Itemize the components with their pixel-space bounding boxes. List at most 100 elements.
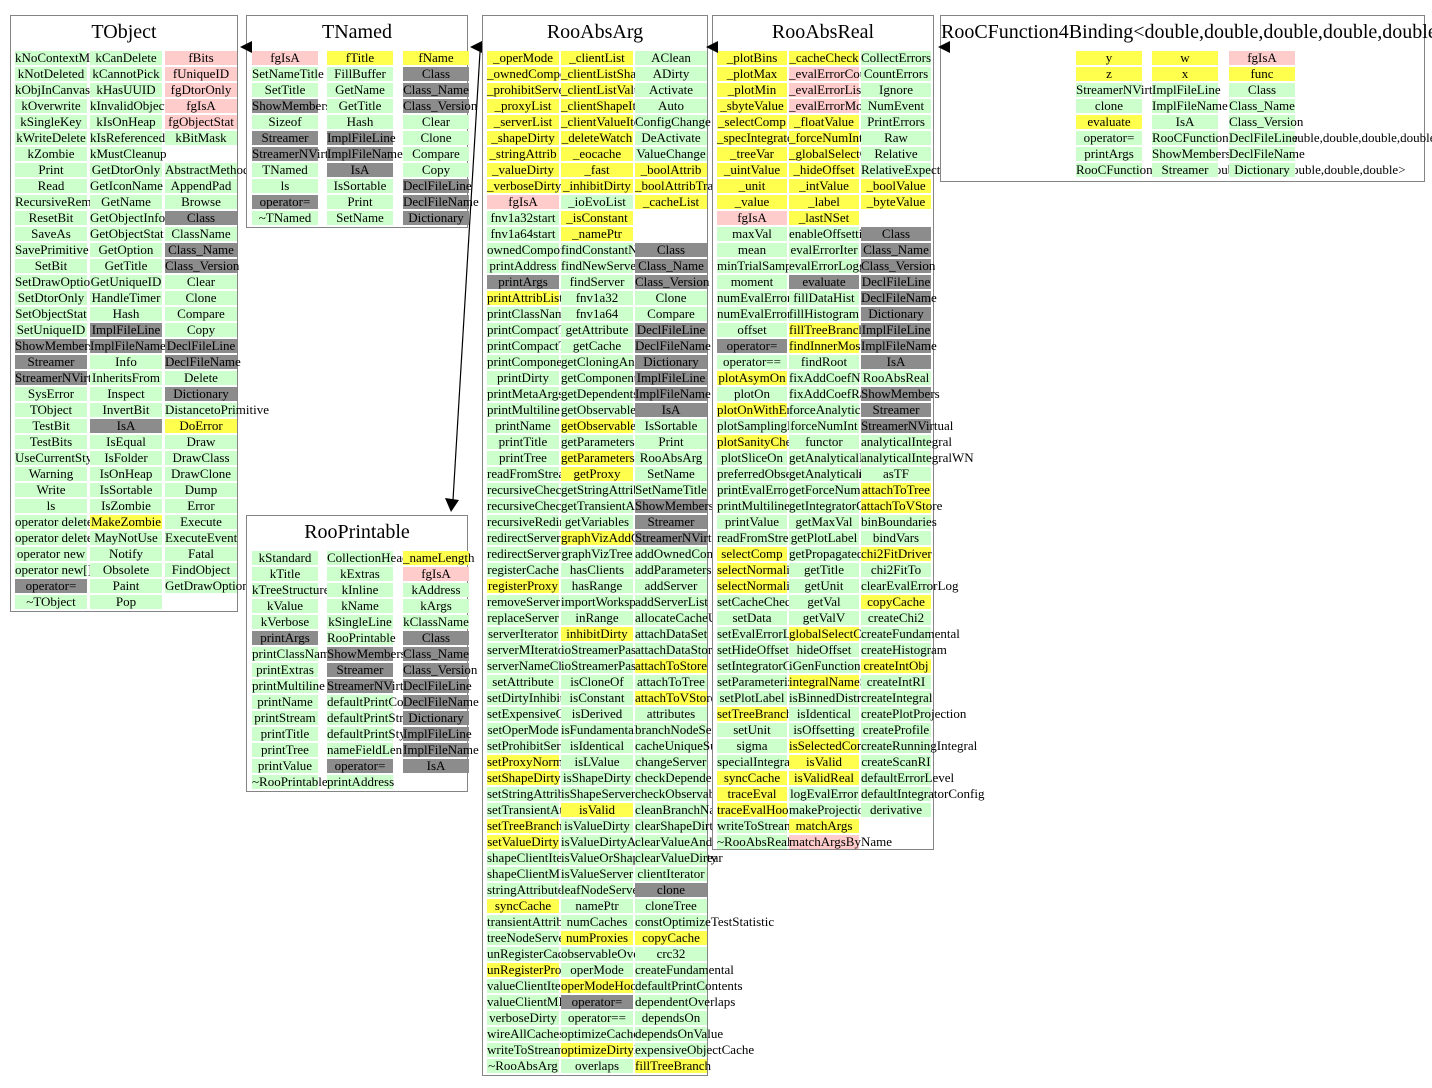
member-cell[interactable]: setProxyNormSet — [487, 754, 580, 769]
member-cell[interactable]: matchArgs — [789, 819, 859, 833]
member-cell[interactable]: syncCache — [487, 899, 559, 913]
member-cell[interactable]: Relative — [861, 147, 931, 161]
member-cell[interactable]: Dictionary — [861, 307, 931, 321]
member-cell[interactable]: ExecuteEvent — [165, 530, 238, 545]
member-cell[interactable]: DeclFileName — [635, 338, 711, 353]
member-cell[interactable]: operator= — [561, 995, 633, 1009]
member-cell[interactable]: ~RooAbsReal — [717, 834, 791, 849]
member-cell[interactable]: Print — [15, 163, 87, 177]
member-cell[interactable]: getCloningAncestors — [561, 354, 671, 369]
member-cell[interactable]: printClassName — [252, 646, 336, 661]
member-cell[interactable]: _ioEvoList — [561, 195, 633, 209]
member-cell[interactable]: ShowMembers — [252, 98, 331, 113]
member-cell[interactable]: preferredObservableScanOrder — [717, 467, 879, 481]
member-cell[interactable]: CountErrors — [861, 67, 931, 81]
member-cell[interactable]: makeProjectionSet — [789, 802, 888, 817]
member-cell[interactable]: defaultPrintContents — [327, 694, 435, 709]
member-cell[interactable]: _evalErrorCount — [789, 66, 877, 81]
member-cell[interactable]: printValue — [717, 515, 787, 529]
member-cell[interactable]: ImplFileName — [327, 146, 403, 161]
member-cell[interactable]: isValueServer — [561, 866, 634, 881]
member-cell[interactable]: operator= — [327, 759, 393, 773]
member-cell[interactable]: x — [1152, 67, 1218, 81]
member-cell[interactable]: ioStreamerPass2 — [561, 642, 648, 657]
member-cell[interactable]: allocateCacheUniqueSuffix — [635, 610, 779, 625]
member-cell[interactable]: ShowMembers — [327, 646, 406, 661]
member-cell[interactable]: serverNameChangeHook — [487, 658, 619, 673]
member-cell[interactable]: MayNotUse — [90, 531, 162, 545]
member-cell[interactable]: fnv1a64 — [561, 307, 633, 321]
member-cell[interactable]: clearEvalErrorLog — [861, 578, 959, 593]
member-cell[interactable]: fgIsA — [252, 51, 318, 65]
member-cell[interactable]: Clone — [165, 291, 237, 305]
member-cell[interactable]: setValueDirty — [487, 834, 559, 849]
member-cell[interactable]: getProxy — [561, 467, 633, 481]
member-cell[interactable]: readFromStream — [717, 530, 805, 545]
member-cell[interactable]: ioStreamerPass2Finalize — [561, 658, 690, 673]
member-cell[interactable]: ls — [252, 179, 318, 193]
member-cell[interactable]: kOverwrite — [15, 99, 87, 113]
member-cell[interactable]: _prohibitServerRedirect — [487, 82, 613, 97]
member-cell[interactable]: fgIsA — [403, 567, 469, 581]
member-cell[interactable]: _namePtr — [561, 227, 633, 241]
member-cell[interactable]: fUniqueID — [165, 67, 237, 81]
member-cell[interactable]: writeToStream — [717, 818, 795, 833]
member-cell[interactable]: getComponents — [561, 370, 643, 385]
member-cell[interactable]: Execute — [165, 515, 237, 529]
member-cell[interactable]: isSelectedComp — [789, 738, 874, 753]
member-cell[interactable]: _shapeDirty — [487, 131, 559, 145]
member-cell[interactable]: ImplFileName — [1152, 98, 1228, 113]
member-cell[interactable]: logEvalError — [789, 786, 859, 801]
member-cell[interactable]: DeclFileLine — [403, 178, 472, 193]
member-cell[interactable]: Info — [90, 355, 162, 369]
member-cell[interactable]: GetUniqueID — [90, 274, 162, 289]
member-cell[interactable]: getValV — [789, 611, 859, 625]
member-cell[interactable]: clearShapeDirty — [635, 818, 720, 833]
member-cell[interactable]: getDependents — [561, 386, 639, 401]
member-cell[interactable]: Raw — [861, 131, 931, 145]
member-cell[interactable]: crc32 — [635, 947, 707, 961]
member-cell[interactable]: _intValue — [789, 179, 859, 193]
member-cell[interactable]: registerCache — [487, 562, 559, 577]
member-cell[interactable]: Class_Version — [1229, 114, 1304, 129]
member-cell[interactable]: TObject — [15, 403, 87, 417]
member-cell[interactable]: getPropagatedError — [789, 546, 891, 561]
member-cell[interactable]: DeclFileLine — [165, 338, 237, 353]
member-cell[interactable]: DoError — [165, 419, 237, 433]
member-cell[interactable]: _sbyteValue — [717, 99, 787, 113]
member-cell[interactable]: _lastNSet — [789, 211, 859, 225]
member-cell[interactable]: plotSamplingHint — [717, 418, 811, 433]
member-cell[interactable]: dependentOverlaps — [635, 994, 736, 1009]
member-cell[interactable]: UseCurrentStyle — [15, 450, 102, 465]
member-cell[interactable]: bindVars — [861, 531, 931, 545]
member-cell[interactable]: fgIsA — [1229, 51, 1295, 65]
member-cell[interactable]: analyticalIntegralWN — [861, 450, 974, 465]
member-cell[interactable]: attachToVStore — [861, 498, 943, 513]
member-cell[interactable]: Activate — [635, 83, 707, 97]
member-cell[interactable]: setDirtyInhibit — [487, 690, 564, 705]
member-cell[interactable]: GetIconName — [90, 178, 163, 193]
member-cell[interactable]: SysError — [15, 387, 87, 401]
member-cell[interactable]: z — [1076, 67, 1142, 81]
member-cell[interactable]: SetUniqueID — [15, 322, 87, 337]
member-cell[interactable]: isBinnedDistribution — [789, 690, 899, 705]
member-cell[interactable]: fgIsA — [165, 99, 237, 113]
member-cell[interactable]: getPlotLabel — [789, 530, 859, 545]
member-cell[interactable]: RooCFunction4Binding<double,double,doubl… — [1076, 163, 1406, 177]
member-cell[interactable]: ImplFileLine — [861, 322, 931, 337]
member-cell[interactable]: DeclFileName — [403, 194, 479, 209]
member-cell[interactable]: fgDtorOnly — [165, 83, 237, 97]
member-cell[interactable]: Browse — [165, 195, 237, 209]
member-cell[interactable]: isFundamental — [561, 722, 638, 737]
member-cell[interactable]: GetDtorOnly — [90, 162, 162, 177]
member-cell[interactable]: printValue — [252, 759, 318, 773]
member-cell[interactable]: _plotBins — [717, 51, 787, 65]
member-cell[interactable]: getObservablesHook — [561, 418, 671, 433]
member-cell[interactable]: _uintValue — [717, 163, 787, 177]
member-cell[interactable]: readFromStream — [487, 466, 575, 481]
member-cell[interactable]: printName — [252, 695, 318, 709]
member-cell[interactable]: _value — [717, 195, 787, 209]
member-cell[interactable]: _stringAttrib — [487, 147, 559, 161]
member-cell[interactable]: printClassName — [487, 306, 571, 321]
member-cell[interactable]: Compare — [165, 307, 237, 321]
